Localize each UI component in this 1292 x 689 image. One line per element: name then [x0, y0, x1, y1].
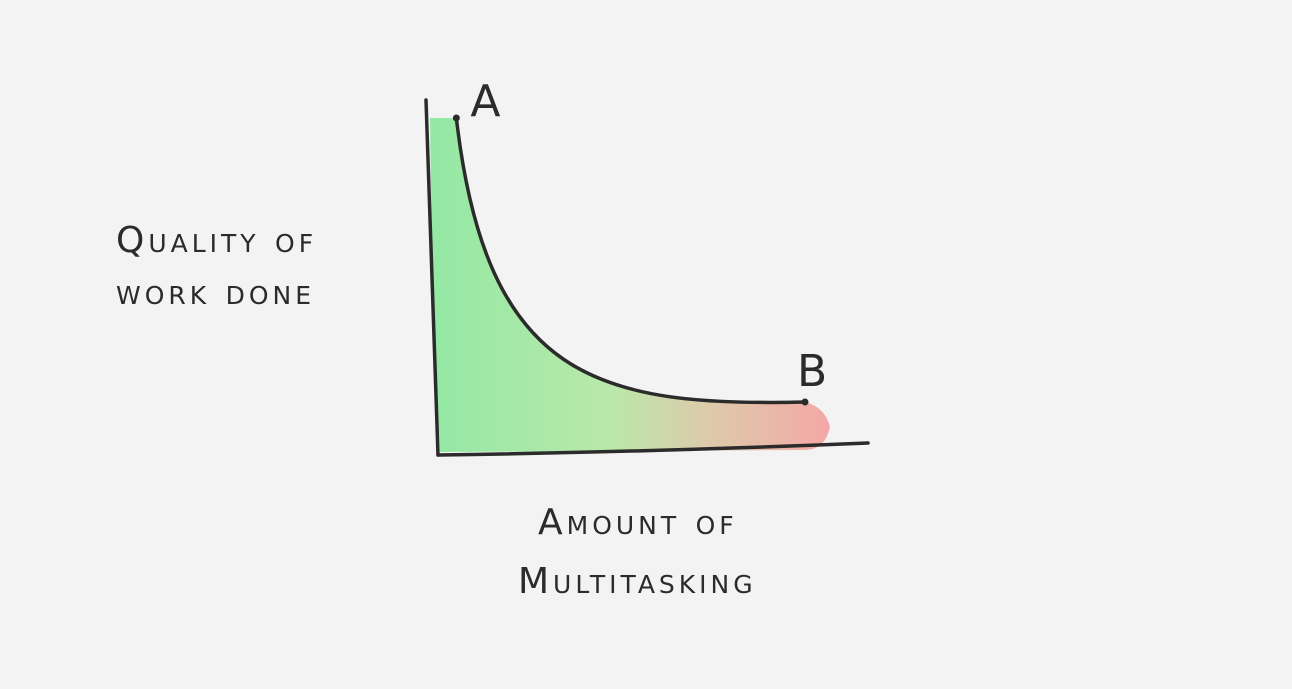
- area-under-curve: [430, 118, 830, 452]
- series-curve-line: [454, 116, 807, 405]
- x-axis-label-line-2: Multitasking: [518, 561, 757, 602]
- y-axis-line: [424, 98, 440, 457]
- point-a-marker: [452, 114, 460, 122]
- point-b-marker: [801, 398, 809, 406]
- x-axis-line: [436, 441, 870, 457]
- y-axis-label-line-1: Quality of: [116, 220, 317, 261]
- x-axis-label-line-1: Amount of: [538, 502, 738, 543]
- point-b-label: B: [797, 346, 827, 397]
- y-axis-label-line-2: work done: [116, 272, 315, 313]
- point-a-label: A: [470, 76, 500, 127]
